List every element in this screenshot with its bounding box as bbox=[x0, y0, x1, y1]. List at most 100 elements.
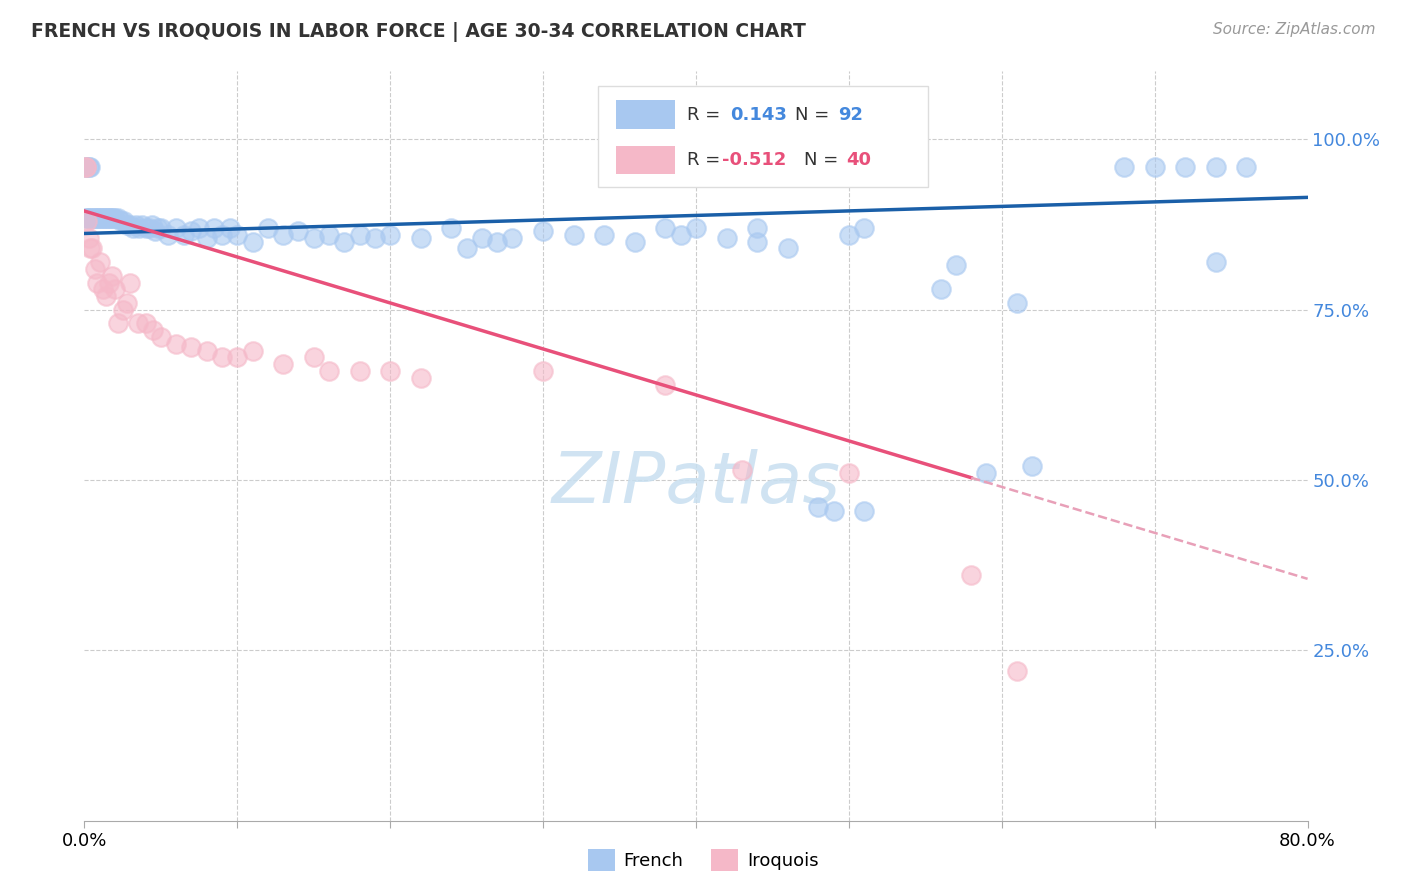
Point bbox=[271, 357, 294, 371]
Point bbox=[195, 231, 218, 245]
Point bbox=[349, 227, 371, 242]
Point bbox=[89, 211, 111, 225]
Point bbox=[716, 231, 738, 245]
Point bbox=[531, 224, 554, 238]
Point bbox=[112, 214, 135, 228]
Point bbox=[157, 227, 180, 242]
Text: R =: R = bbox=[688, 151, 727, 169]
Point bbox=[149, 330, 172, 344]
Point bbox=[593, 227, 616, 242]
Point bbox=[349, 364, 371, 378]
Point bbox=[107, 211, 129, 225]
Point bbox=[141, 218, 163, 232]
Point bbox=[80, 211, 103, 225]
Point bbox=[202, 221, 225, 235]
Point bbox=[226, 351, 249, 365]
Point bbox=[110, 214, 132, 228]
Point bbox=[89, 255, 111, 269]
Point bbox=[138, 221, 160, 235]
Point bbox=[75, 160, 97, 174]
Point bbox=[75, 160, 97, 174]
Point bbox=[91, 211, 114, 225]
Point bbox=[976, 467, 998, 481]
FancyBboxPatch shape bbox=[616, 101, 675, 129]
Point bbox=[131, 218, 153, 232]
Point bbox=[838, 227, 860, 242]
Point bbox=[624, 235, 647, 249]
Point bbox=[120, 218, 142, 232]
Point bbox=[146, 221, 169, 235]
Point bbox=[165, 336, 187, 351]
Point bbox=[242, 343, 264, 358]
Point bbox=[731, 463, 754, 477]
Point bbox=[318, 364, 340, 378]
Point bbox=[83, 211, 105, 225]
Text: FRENCH VS IROQUOIS IN LABOR FORCE | AGE 30-34 CORRELATION CHART: FRENCH VS IROQUOIS IN LABOR FORCE | AGE … bbox=[31, 22, 806, 42]
Text: 92: 92 bbox=[838, 105, 863, 124]
Point bbox=[180, 340, 202, 354]
Point bbox=[409, 371, 432, 385]
Point bbox=[302, 351, 325, 365]
Point bbox=[242, 235, 264, 249]
Point bbox=[91, 282, 114, 296]
Point bbox=[211, 351, 233, 365]
Point bbox=[77, 160, 100, 174]
Point bbox=[125, 218, 148, 232]
Point bbox=[173, 227, 195, 242]
Point bbox=[143, 224, 166, 238]
Text: R =: R = bbox=[688, 105, 727, 124]
Point bbox=[945, 259, 967, 273]
Point bbox=[823, 504, 845, 518]
Point bbox=[96, 211, 118, 225]
Point bbox=[380, 227, 402, 242]
Point bbox=[195, 343, 218, 358]
Point bbox=[94, 211, 117, 225]
Legend: French, Iroquois: French, Iroquois bbox=[581, 842, 825, 879]
Point bbox=[1236, 160, 1258, 174]
Point bbox=[409, 231, 432, 245]
Point bbox=[380, 364, 402, 378]
Point bbox=[318, 227, 340, 242]
Point bbox=[104, 282, 127, 296]
Text: 0.143: 0.143 bbox=[730, 105, 787, 124]
Point bbox=[853, 504, 876, 518]
Point bbox=[929, 282, 952, 296]
Point bbox=[76, 214, 98, 228]
Point bbox=[75, 211, 97, 225]
Point bbox=[128, 221, 150, 235]
Point bbox=[271, 227, 294, 242]
Point bbox=[180, 224, 202, 238]
Point bbox=[486, 235, 509, 249]
Point bbox=[135, 221, 157, 235]
Point bbox=[218, 221, 240, 235]
Point bbox=[211, 227, 233, 242]
Point bbox=[75, 160, 97, 174]
Text: N =: N = bbox=[804, 151, 844, 169]
Point bbox=[97, 211, 120, 225]
Point bbox=[1021, 459, 1043, 474]
Point bbox=[188, 221, 211, 235]
Point bbox=[79, 242, 101, 256]
Point bbox=[853, 221, 876, 235]
Point bbox=[747, 221, 769, 235]
Point bbox=[79, 211, 101, 225]
Point bbox=[471, 231, 494, 245]
Point bbox=[101, 268, 124, 283]
Point bbox=[79, 160, 101, 174]
Point bbox=[287, 224, 309, 238]
Point bbox=[838, 467, 860, 481]
Point bbox=[135, 317, 157, 331]
Point bbox=[86, 276, 108, 290]
Point bbox=[84, 261, 107, 276]
Point bbox=[685, 221, 707, 235]
Point bbox=[1143, 160, 1166, 174]
Point bbox=[115, 296, 138, 310]
Point bbox=[76, 211, 98, 225]
Point bbox=[654, 377, 676, 392]
Point bbox=[122, 221, 145, 235]
Point bbox=[776, 242, 799, 256]
Point bbox=[93, 211, 115, 225]
Point bbox=[104, 211, 127, 225]
Point bbox=[84, 211, 107, 225]
Point bbox=[440, 221, 463, 235]
